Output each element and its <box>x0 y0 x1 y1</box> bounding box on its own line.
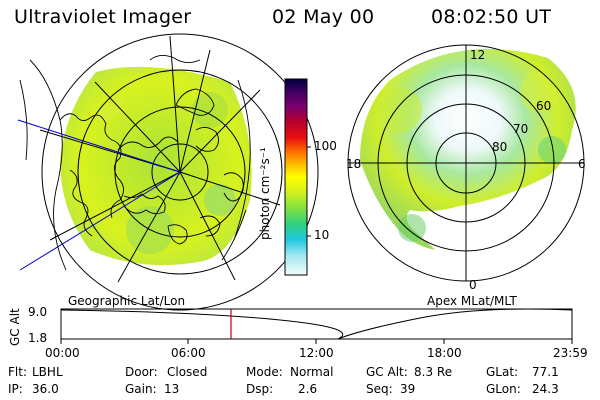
filter-value: LBHL <box>32 365 63 379</box>
ip-value: 36.0 <box>32 382 59 396</box>
mlt-label-0: 0 <box>469 278 477 292</box>
dsp-value: 2.6 <box>298 382 318 396</box>
ip-label: IP: <box>8 382 23 396</box>
mode-label: Mode: <box>246 365 283 379</box>
altitude-curve <box>60 308 573 340</box>
gain-value: 13 <box>164 382 180 396</box>
colorbar-unit-label: photon cm⁻²s⁻¹ <box>258 147 272 240</box>
colorbar-scale <box>284 78 308 276</box>
time-tick-0600: 06:00 <box>171 346 206 360</box>
mlt-label-12: 12 <box>470 48 486 62</box>
mlt-polar-plot <box>347 44 585 282</box>
observation-time: 08:02:50 UT <box>431 6 552 28</box>
glon-label: GLon: <box>486 382 521 396</box>
seq-value: 39 <box>400 382 416 396</box>
altitude-plot <box>60 308 573 344</box>
time-tick-1200: 12:00 <box>299 346 334 360</box>
magnetic-caption: Apex MLat/MLT <box>427 294 517 308</box>
altitude-ytick-high: 9.0 <box>28 305 48 319</box>
mlat-label-70: 70 <box>513 122 529 136</box>
geographic-caption: Geographic Lat/Lon <box>68 294 186 308</box>
altitude-ylabel: GC Alt <box>8 308 22 346</box>
colorbar <box>284 78 311 276</box>
seq-label: Seq: <box>366 382 393 396</box>
sun-direction-line <box>19 171 181 271</box>
mlt-label-6: 6 <box>578 157 586 171</box>
altitude-plot-frame <box>60 308 573 340</box>
gc-alt-value: 8.3 Re <box>414 365 453 379</box>
dsp-label: Dsp: <box>246 382 274 396</box>
colorbar-tick-100: 100 <box>314 139 337 153</box>
gain-label: Gain: <box>125 382 157 396</box>
mlt-label-18: 18 <box>346 157 362 171</box>
glon-value: 24.3 <box>532 382 559 396</box>
time-tick-0000: 00:00 <box>45 346 80 360</box>
door-label: Door: <box>125 365 158 379</box>
mlat-label-80: 80 <box>492 140 508 154</box>
colorbar-tick-10: 10 <box>314 228 330 242</box>
mode-value: Normal <box>290 365 334 379</box>
altitude-ytick-low: 1.8 <box>28 331 48 345</box>
geographic-map <box>17 33 319 311</box>
instrument-title: Ultraviolet Imager <box>14 6 192 28</box>
gc-alt-label: GC Alt: <box>366 365 408 379</box>
glat-label: GLat: <box>486 365 519 379</box>
graticule <box>39 33 319 311</box>
filter-label: Flt: <box>8 365 27 379</box>
mlat-label-60: 60 <box>536 99 552 113</box>
glat-value: 77.1 <box>532 365 559 379</box>
time-tick-2359: 23:59 <box>553 346 588 360</box>
terminator-line <box>17 119 181 173</box>
observation-date: 02 May 00 <box>272 6 375 28</box>
time-tick-1800: 18:00 <box>427 346 462 360</box>
coastlines <box>19 55 251 271</box>
door-value: Closed <box>167 365 208 379</box>
